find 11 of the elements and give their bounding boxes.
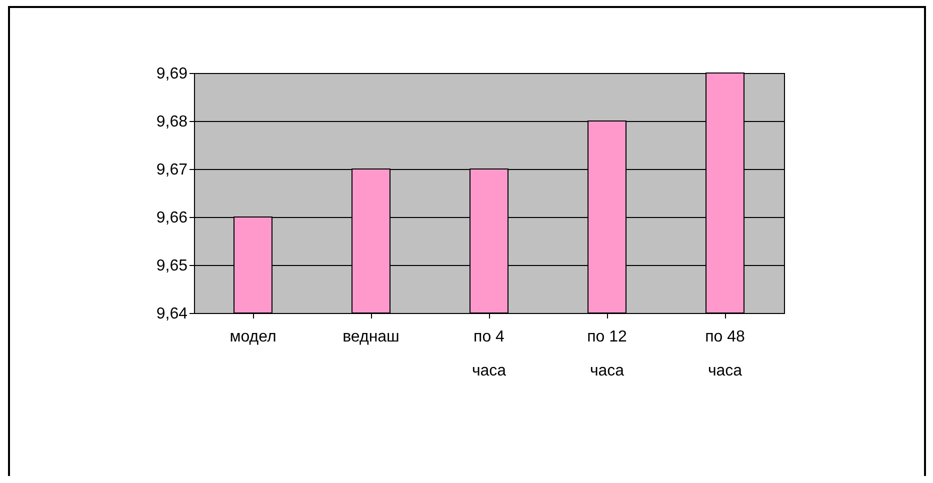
- y-tick-label: 9,68: [156, 114, 188, 130]
- x-tick-label: по 4 часа: [472, 328, 506, 380]
- y-tick-label: 9,64: [156, 306, 188, 322]
- x-tick-label: по 48 часа: [705, 328, 745, 380]
- x-tick-label: модел: [230, 328, 276, 346]
- y-tick-label: 9,65: [156, 258, 188, 274]
- y-tick-label: 9,67: [156, 162, 188, 178]
- x-tick-label: веднаш: [342, 328, 400, 346]
- y-tick-label: 9,69: [156, 66, 188, 82]
- y-tick-label: 9,66: [156, 210, 188, 226]
- x-tick-label: по 12 часа: [587, 328, 627, 380]
